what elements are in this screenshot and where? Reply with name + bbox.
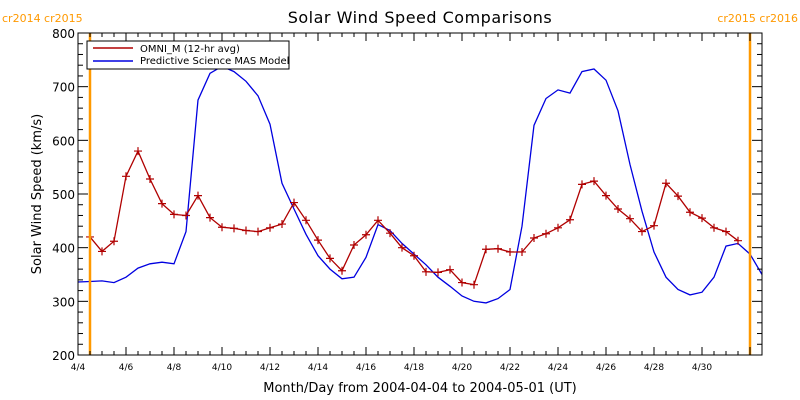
omni-data-point <box>242 226 250 235</box>
carrington-labels: cr2014 cr2015 cr2015 cr2016 <box>2 12 798 25</box>
omni-data-point <box>650 221 658 230</box>
omni-data-point <box>434 268 442 277</box>
legend: OMNI_M (12-hr avg) Predictive Science MA… <box>86 40 290 70</box>
x-tick-label: 4/30 <box>692 363 712 373</box>
omni-data-point <box>182 211 190 220</box>
omni-data-point <box>290 198 298 207</box>
omni-data-point <box>566 215 574 224</box>
omni-data-point <box>362 230 370 239</box>
omni-data-point <box>350 240 358 249</box>
y-tick-label: 200 <box>52 349 75 363</box>
y-tick-label: 600 <box>52 134 75 148</box>
omni-data-point <box>722 227 730 236</box>
omni-data-point <box>542 229 550 238</box>
omni-data-point <box>230 224 238 233</box>
y-axis-label: Solar Wind Speed (km/s) <box>30 114 45 274</box>
omni-data-point <box>326 254 334 263</box>
omni-data-point <box>554 223 562 232</box>
omni-data-point <box>494 244 502 253</box>
omni-data-point <box>530 234 538 243</box>
legend-label-model: Predictive Science MAS Model <box>140 56 289 67</box>
omni-data-point <box>266 223 274 232</box>
omni-data-point <box>602 191 610 200</box>
omni-data-point <box>470 280 478 289</box>
omni-data-point <box>482 245 490 254</box>
x-tick-label: 4/22 <box>500 363 520 373</box>
y-tick-label: 700 <box>52 81 75 95</box>
omni-data-point <box>194 191 202 200</box>
x-tick-label: 4/12 <box>260 363 280 373</box>
omni-data-point <box>662 179 670 188</box>
omni-data-point <box>734 236 742 245</box>
omni-data-point <box>254 227 262 236</box>
omni-data-point <box>674 192 682 201</box>
omni-data-point <box>458 278 466 287</box>
omni-data-point <box>338 266 346 275</box>
omni-data-point <box>614 205 622 214</box>
omni-data-point <box>158 199 166 208</box>
carrington-lines <box>88 33 752 355</box>
x-axis-label: Month/Day from 2004-04-04 to 2004-05-01 … <box>263 381 576 396</box>
x-tick-label: 4/14 <box>308 363 328 373</box>
omni-data-point <box>314 236 322 245</box>
omni-data-point <box>386 229 394 238</box>
omni-data-point <box>146 174 154 183</box>
omni-data-point <box>710 223 718 232</box>
omni-data-point <box>518 247 526 256</box>
legend-label-omni: OMNI_M (12-hr avg) <box>140 44 240 55</box>
omni-data-point <box>398 243 406 252</box>
x-tick-label: 4/16 <box>356 363 376 373</box>
omni-data-point <box>218 223 226 232</box>
y-tick-label: 500 <box>52 188 75 202</box>
omni-data-point <box>686 208 694 217</box>
x-tick-label: 4/26 <box>596 363 616 373</box>
x-tick-label: 4/4 <box>71 363 86 373</box>
x-tick-label: 4/6 <box>119 363 134 373</box>
carrington-marker-label: cr2014 cr2015 <box>2 12 83 25</box>
omni-data-point <box>206 213 214 222</box>
plot-lines <box>77 65 763 304</box>
omni-data-point <box>698 214 706 223</box>
omni-data-point <box>98 247 106 256</box>
x-tick-label: 4/20 <box>452 363 472 373</box>
chart-title: Solar Wind Speed Comparisons <box>288 8 553 27</box>
omni-data-point <box>506 247 514 256</box>
y-tick-label: 800 <box>52 27 75 41</box>
omni-data-point <box>302 216 310 225</box>
omni-data-point <box>626 214 634 223</box>
omni-data-point <box>122 172 130 181</box>
omni-data-point <box>374 216 382 225</box>
y-axis-ticks: 200 300 400 500 600 700 800 <box>52 27 762 363</box>
omni-data-point <box>578 180 586 189</box>
x-tick-label: 4/24 <box>548 363 568 373</box>
legend-box <box>86 40 290 70</box>
omni-data-point <box>638 227 646 236</box>
omni-data-point <box>278 220 286 229</box>
omni-data-point <box>410 251 418 260</box>
y-tick-label: 300 <box>52 295 75 309</box>
x-tick-label: 4/28 <box>644 363 664 373</box>
omni-data-point <box>446 265 454 274</box>
model-series-line <box>77 65 763 304</box>
omni-data-point <box>422 267 430 276</box>
x-tick-label: 4/10 <box>212 363 232 373</box>
x-axis-ticks: 4/4 4/6 4/8 4/10 4/12 4/14 4/16 4/18 4/20 4/22 4/2… <box>71 33 763 373</box>
omni-data-point <box>110 237 118 246</box>
omni-data-point <box>134 147 142 156</box>
x-tick-label: 4/18 <box>404 363 424 373</box>
carrington-marker-label: cr2015 cr2016 <box>717 12 798 25</box>
omni-data-point <box>590 177 598 186</box>
x-tick-label: 4/8 <box>167 363 182 373</box>
y-tick-label: 400 <box>52 242 75 256</box>
omni-data-point <box>170 210 178 219</box>
